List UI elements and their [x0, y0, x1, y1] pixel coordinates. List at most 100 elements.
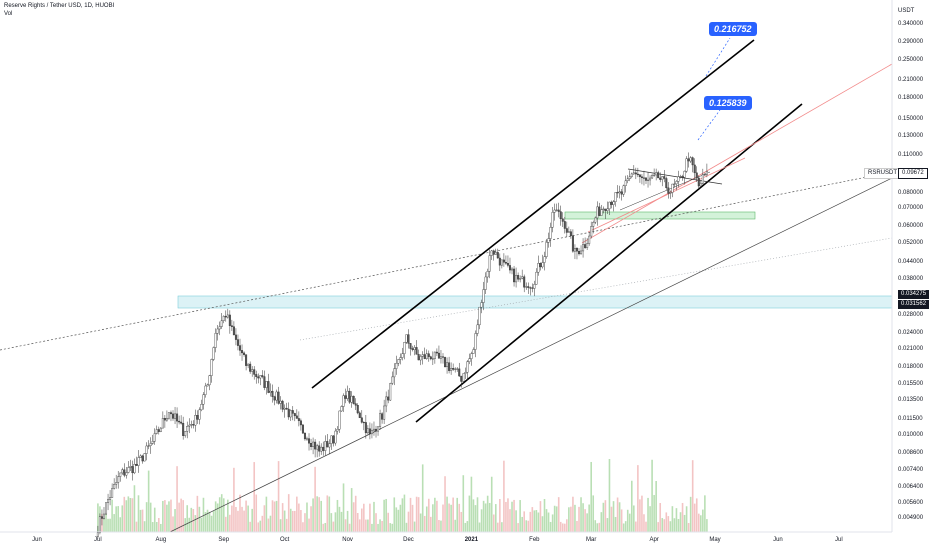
- candle-body: [683, 170, 686, 178]
- candle-body: [610, 201, 613, 205]
- volume-bar: [373, 501, 375, 532]
- volume-bar: [671, 506, 674, 532]
- candle-body: [238, 345, 241, 351]
- volume-bar: [180, 498, 182, 532]
- volume-bar: [641, 495, 643, 532]
- volume-bar: [651, 459, 653, 532]
- candle-body: [303, 432, 306, 440]
- candle-body: [655, 172, 658, 176]
- candle-body: [346, 390, 349, 399]
- candle-body: [370, 429, 373, 435]
- volume-bar: [399, 504, 402, 532]
- volume-bar: [551, 514, 554, 532]
- candle-body: [653, 174, 656, 176]
- candle-body: [314, 441, 317, 450]
- candle-body: [127, 467, 130, 473]
- volume-bar: [241, 506, 243, 532]
- volume-bar: [427, 498, 430, 532]
- volume-bar: [271, 500, 274, 532]
- candle-body: [174, 413, 177, 419]
- volume-bar: [275, 500, 278, 532]
- volume-bar: [594, 520, 597, 532]
- volume-bar: [401, 498, 404, 532]
- price-tick-label: 0.013500: [898, 397, 924, 404]
- candle-body: [295, 415, 298, 419]
- volume-bar: [371, 523, 373, 532]
- candle-body: [375, 428, 378, 432]
- candle-body: [115, 482, 118, 485]
- candle-body: [395, 363, 398, 369]
- volume-bar: [527, 520, 530, 532]
- volume-bar: [685, 506, 688, 532]
- candle-body: [379, 413, 382, 427]
- volume-bar: [588, 504, 590, 532]
- volume-bar: [702, 509, 704, 532]
- candle-body: [334, 430, 337, 444]
- price-tick-label: 0.015500: [898, 381, 924, 388]
- candle-body: [340, 406, 343, 412]
- volume-bar: [164, 500, 166, 532]
- trendlines: [0, 37, 893, 533]
- candle-body: [419, 356, 422, 361]
- volume-bar: [247, 505, 249, 532]
- volume-bar: [190, 507, 193, 532]
- volume-bar: [647, 497, 649, 532]
- candle-body: [592, 222, 595, 227]
- candle-body: [281, 400, 284, 410]
- volume-bar: [291, 510, 294, 532]
- candle-body: [326, 441, 329, 448]
- candle-body: [472, 349, 475, 354]
- candle-body: [285, 407, 288, 410]
- target-callout-2[interactable]: 0.125839: [704, 96, 752, 110]
- candle-body: [689, 157, 692, 162]
- volume-bar: [109, 518, 111, 532]
- candle-body: [541, 262, 544, 268]
- price-tick-label: 0.010000: [898, 432, 924, 439]
- volume-bar: [119, 517, 122, 532]
- volume-bar: [683, 514, 686, 532]
- candle-body: [547, 238, 550, 243]
- channel-upper-line: [311, 39, 755, 389]
- candle-body: [226, 314, 229, 318]
- price-tick-label: 0.180000: [898, 94, 924, 101]
- candle-body: [165, 418, 168, 421]
- volume-bar: [377, 523, 379, 532]
- time-tick-label: Sep: [218, 537, 230, 543]
- volume-bar: [440, 520, 442, 532]
- volume-bar: [324, 522, 327, 532]
- volume-bar: [572, 496, 574, 532]
- candle-body: [464, 372, 467, 374]
- volume-bar: [436, 500, 438, 532]
- volume-bar: [539, 501, 542, 532]
- candle-body: [575, 248, 578, 252]
- volume-bar: [170, 499, 172, 532]
- price-tick-label: 0.006400: [898, 484, 924, 491]
- candle-body: [569, 231, 572, 236]
- volume-bar: [365, 519, 367, 532]
- candle-body: [661, 176, 664, 180]
- candle-body: [659, 177, 662, 180]
- volume-bar: [689, 496, 692, 532]
- volume-bar: [456, 497, 459, 532]
- candle-body: [423, 354, 426, 359]
- candle-body: [352, 395, 355, 404]
- volume-bar: [296, 496, 298, 532]
- volume-bar: [468, 495, 471, 532]
- volume-bar: [480, 509, 483, 532]
- candle-body: [519, 278, 522, 280]
- volume-bar: [97, 503, 99, 532]
- target-callout-1[interactable]: 0.216752: [709, 22, 757, 36]
- volume-bar: [363, 503, 365, 532]
- candle-body: [121, 469, 124, 474]
- volume-bar: [614, 516, 617, 532]
- time-tick-label: Dec: [403, 537, 414, 543]
- volume-bar: [332, 521, 335, 532]
- candle-body: [699, 183, 702, 187]
- candle-body: [616, 192, 619, 194]
- volume-bar: [375, 513, 377, 532]
- candle-body: [232, 326, 235, 336]
- volume-bar: [643, 514, 645, 532]
- candle-body: [494, 252, 497, 255]
- volume-bar: [320, 500, 322, 532]
